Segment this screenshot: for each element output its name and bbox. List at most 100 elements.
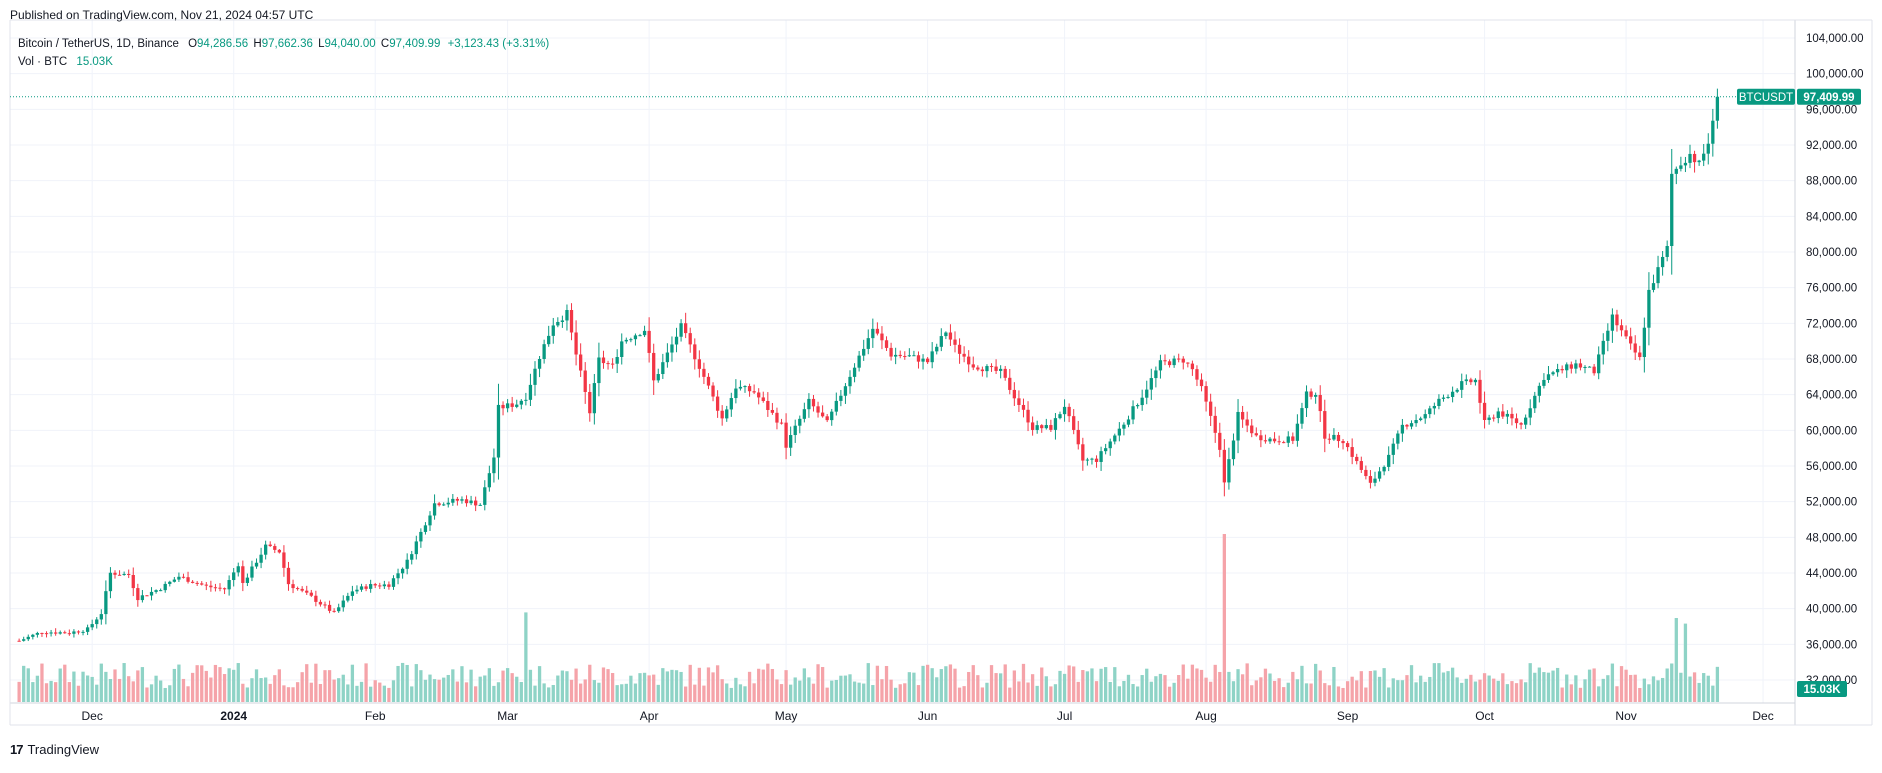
volume-bar (624, 683, 628, 702)
candle-body (286, 567, 291, 585)
candle-body (1510, 413, 1514, 419)
volume-bar (469, 669, 473, 702)
candle-body (1597, 354, 1601, 374)
volume-bar (1492, 678, 1496, 702)
volume-bar (1277, 678, 1281, 702)
volume-bar (825, 687, 829, 702)
volume-bar (976, 675, 980, 702)
volume-bar (423, 679, 428, 702)
volume-bar (679, 671, 683, 702)
candle-body (1186, 362, 1190, 364)
close-value: 97,409.99 (389, 38, 441, 50)
candle-body (104, 591, 108, 615)
candle-body (684, 323, 688, 334)
y-tick-label: 72,000.00 (1806, 318, 1857, 330)
candle-body (1711, 120, 1715, 144)
candle-body (1702, 153, 1706, 161)
candle-body (26, 636, 30, 640)
volume-bar (314, 663, 318, 702)
candle-body (163, 583, 167, 591)
volume-bar (652, 674, 656, 702)
candle-body (31, 634, 35, 637)
candle-body (1455, 389, 1459, 392)
candle-body (1619, 325, 1624, 331)
volume-bar (190, 672, 195, 702)
candle-body (149, 591, 154, 596)
volume-bar (789, 684, 793, 702)
candle-body (400, 568, 405, 574)
candle-body (117, 574, 122, 576)
volume-bar (766, 663, 770, 702)
candle-body (1359, 461, 1363, 470)
volume-bar (1076, 681, 1080, 702)
volume-bar (1633, 674, 1637, 702)
candle-body (528, 384, 533, 400)
candle-body (364, 586, 368, 589)
candle-body (610, 363, 615, 365)
candle-body (597, 357, 601, 384)
candle-body (665, 352, 670, 363)
candle-body (136, 588, 140, 601)
candle-body (309, 592, 313, 596)
volume-bar (925, 664, 930, 702)
volume-bar (779, 684, 784, 702)
candle-body (967, 356, 971, 365)
volume-bar (547, 687, 551, 702)
candle-body (661, 362, 665, 375)
volume-bar (802, 668, 806, 702)
candle-body (346, 595, 350, 601)
symbol-tag: BTCUSDT (1739, 92, 1793, 104)
candle-body (1222, 449, 1226, 483)
volume-bar (816, 664, 820, 702)
candle-body (1492, 417, 1496, 419)
candle-body (1409, 423, 1414, 427)
candle-body (1190, 363, 1195, 370)
candle-body (930, 351, 934, 363)
candle-body (1195, 369, 1199, 380)
footer-branding[interactable]: 17 TradingView (10, 742, 99, 757)
candle-body (1323, 411, 1327, 439)
volume-bar (715, 665, 720, 702)
volume-bar (1240, 674, 1245, 702)
candle-body (40, 632, 44, 634)
candle-body (90, 624, 94, 628)
volume-bar (1419, 675, 1423, 702)
candle-body (560, 320, 565, 322)
candle-body (474, 500, 478, 506)
volume-bar (688, 664, 692, 702)
volume-bar (852, 681, 857, 702)
candle-body (437, 503, 441, 506)
candle-body (693, 344, 697, 360)
candle-body (1067, 406, 1071, 417)
y-tick-label: 48,000.00 (1806, 532, 1857, 544)
volume-bar (1177, 675, 1181, 702)
candle-body (738, 386, 743, 389)
y-tick-label: 44,000.00 (1806, 568, 1857, 580)
volume-bar (117, 678, 122, 702)
candle-body (1555, 369, 1560, 373)
candle-body (1587, 366, 1592, 368)
candle-body (697, 359, 701, 369)
volume-bar (1222, 534, 1226, 702)
volume-bar (939, 669, 943, 702)
x-tick-label: Jun (918, 709, 937, 723)
volume-bar (1670, 663, 1674, 702)
candle-body (866, 338, 870, 349)
candle-body (1140, 397, 1144, 406)
candle-body (980, 369, 985, 372)
symbol-title[interactable]: Bitcoin / TetherUS, 1D, Binance (18, 38, 179, 50)
volume-label[interactable]: Vol · BTC (18, 56, 68, 68)
candle-body (1327, 438, 1331, 440)
volume-bar (369, 686, 373, 702)
candle-body (159, 590, 163, 592)
candle-body (1683, 162, 1688, 166)
candle-body (674, 336, 679, 345)
volume-bar (1537, 667, 1541, 702)
volume-bar (907, 672, 911, 702)
volume-bar (629, 675, 633, 702)
candle-body (642, 330, 647, 336)
volume-bar (807, 677, 811, 702)
last-price-label: 97,409.99 (1803, 92, 1854, 104)
